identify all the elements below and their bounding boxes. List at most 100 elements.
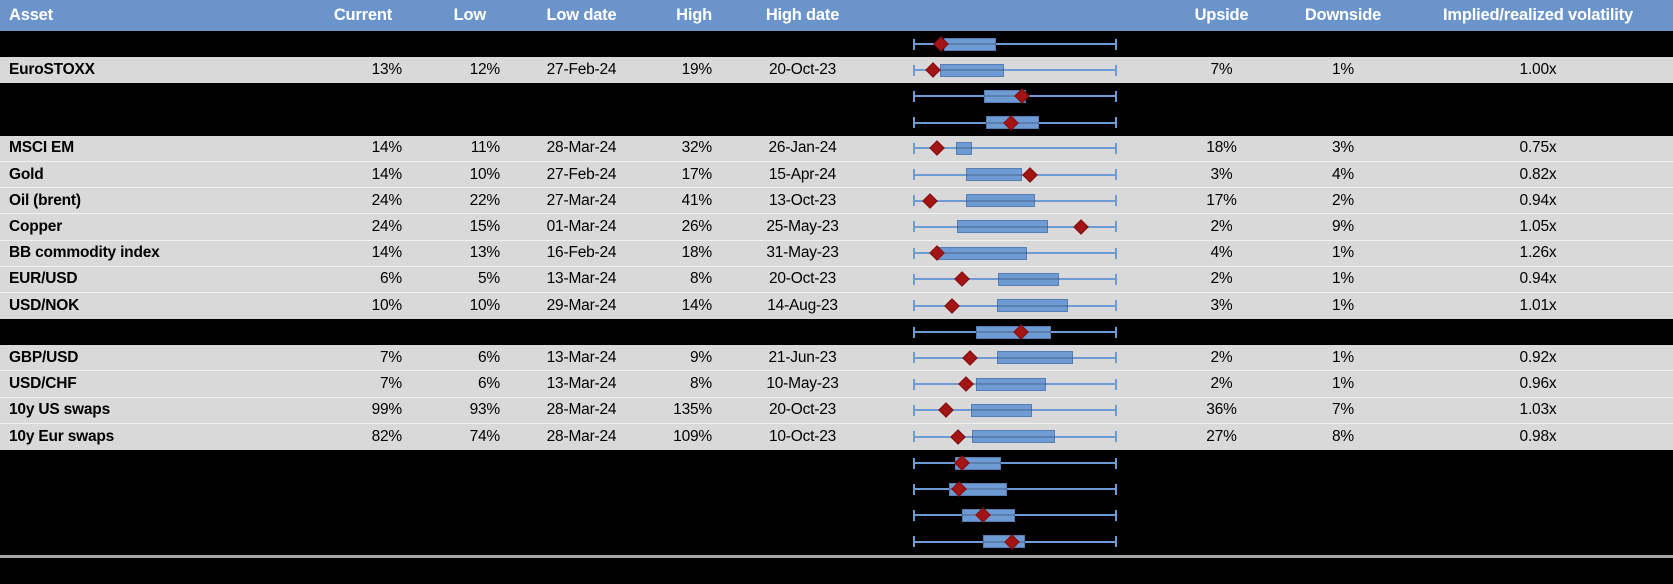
cell-implied-realized[interactable]: 0.98x bbox=[1519, 427, 1557, 445]
header-high[interactable]: High bbox=[676, 6, 712, 24]
cell-low[interactable]: 13% bbox=[469, 244, 501, 262]
cell-asset[interactable]: GBP/USD bbox=[9, 348, 79, 366]
cell-asset[interactable]: Copper bbox=[9, 217, 63, 235]
cell-high-date[interactable]: 14-Aug-23 bbox=[767, 296, 838, 314]
cell-low-date[interactable]: 01-Mar-24 bbox=[546, 217, 617, 235]
cell-upside[interactable]: 36% bbox=[1206, 401, 1237, 419]
cell-asset[interactable]: 10y US swaps bbox=[9, 401, 110, 419]
cell-high-date[interactable]: 31-May-23 bbox=[766, 244, 839, 262]
cell-current[interactable]: 24% bbox=[371, 217, 403, 235]
cell-upside[interactable]: 18% bbox=[1206, 139, 1237, 157]
cell-low[interactable]: 11% bbox=[470, 139, 500, 157]
cell-downside[interactable]: 9% bbox=[1331, 217, 1354, 235]
cell-high-date[interactable]: 13-Oct-23 bbox=[768, 191, 837, 209]
cell-low-date[interactable]: 13-Mar-24 bbox=[546, 375, 617, 393]
cell-high[interactable]: 19% bbox=[681, 61, 713, 79]
cell-low-date[interactable]: 28-Mar-24 bbox=[546, 401, 617, 419]
cell-upside[interactable]: 17% bbox=[1206, 191, 1237, 209]
cell-high[interactable]: 8% bbox=[689, 375, 712, 393]
cell-asset[interactable]: BB commodity index bbox=[9, 244, 160, 262]
cell-implied-realized[interactable]: 0.96x bbox=[1519, 375, 1557, 393]
cell-current[interactable]: 13% bbox=[371, 61, 403, 79]
cell-downside[interactable]: 1% bbox=[1331, 296, 1354, 314]
cell-implied-realized[interactable]: 0.92x bbox=[1519, 348, 1557, 366]
cell-current[interactable]: 99% bbox=[371, 401, 403, 419]
header-high-date[interactable]: High date bbox=[765, 6, 840, 24]
cell-current[interactable]: 14% bbox=[371, 139, 403, 157]
cell-current[interactable]: 7% bbox=[379, 375, 402, 393]
header-implied-realized[interactable]: Implied/realized volatility bbox=[1443, 6, 1633, 24]
cell-low[interactable]: 5% bbox=[477, 270, 500, 288]
cell-low[interactable]: 6% bbox=[477, 375, 500, 393]
cell-upside[interactable]: 27% bbox=[1206, 427, 1237, 445]
cell-implied-realized[interactable]: 0.94x bbox=[1519, 191, 1557, 209]
cell-low[interactable]: 93% bbox=[469, 401, 501, 419]
cell-upside[interactable]: 2% bbox=[1210, 217, 1233, 235]
cell-low[interactable]: 12% bbox=[469, 61, 501, 79]
cell-asset[interactable]: 10y Eur swaps bbox=[9, 427, 115, 445]
cell-upside[interactable]: 2% bbox=[1210, 270, 1233, 288]
cell-high[interactable]: 17% bbox=[681, 165, 713, 183]
cell-low-date[interactable]: 28-Mar-24 bbox=[546, 427, 617, 445]
header-low[interactable]: Low bbox=[453, 6, 487, 24]
cell-downside[interactable]: 1% bbox=[1331, 244, 1354, 262]
cell-low-date[interactable]: 27-Feb-24 bbox=[546, 61, 617, 79]
header-asset[interactable]: Asset bbox=[9, 6, 53, 24]
header-current[interactable]: Current bbox=[333, 6, 392, 24]
cell-low[interactable]: 10% bbox=[469, 165, 501, 183]
cell-upside[interactable]: 2% bbox=[1210, 348, 1233, 366]
cell-downside[interactable]: 8% bbox=[1331, 427, 1354, 445]
cell-high-date[interactable]: 26-Jan-24 bbox=[768, 139, 837, 157]
cell-high-date[interactable]: 21-Jun-23 bbox=[768, 348, 837, 366]
cell-implied-realized[interactable]: 0.82x bbox=[1519, 165, 1557, 183]
cell-low[interactable]: 6% bbox=[477, 348, 500, 366]
cell-upside[interactable]: 2% bbox=[1210, 375, 1233, 393]
cell-low[interactable]: 10% bbox=[469, 296, 501, 314]
cell-current[interactable]: 10% bbox=[371, 296, 403, 314]
cell-downside[interactable]: 2% bbox=[1331, 191, 1354, 209]
cell-downside[interactable]: 1% bbox=[1331, 270, 1354, 288]
cell-asset[interactable]: MSCI EM bbox=[9, 139, 74, 157]
cell-implied-realized[interactable]: 0.94x bbox=[1519, 270, 1557, 288]
header-low-date[interactable]: Low date bbox=[546, 6, 617, 24]
header-downside[interactable]: Downside bbox=[1304, 6, 1382, 24]
cell-high[interactable]: 32% bbox=[681, 139, 713, 157]
cell-high[interactable]: 26% bbox=[681, 217, 713, 235]
cell-high[interactable]: 41% bbox=[681, 191, 713, 209]
cell-implied-realized[interactable]: 1.01x bbox=[1519, 296, 1557, 314]
cell-high[interactable]: 9% bbox=[689, 348, 712, 366]
cell-high-date[interactable]: 20-Oct-23 bbox=[768, 401, 837, 419]
cell-implied-realized[interactable]: 1.00x bbox=[1519, 61, 1557, 79]
cell-downside[interactable]: 1% bbox=[1331, 348, 1354, 366]
cell-low-date[interactable]: 27-Mar-24 bbox=[546, 191, 617, 209]
cell-current[interactable]: 14% bbox=[371, 244, 403, 262]
cell-asset[interactable]: USD/NOK bbox=[9, 296, 80, 314]
cell-downside[interactable]: 4% bbox=[1331, 165, 1354, 183]
cell-low-date[interactable]: 27-Feb-24 bbox=[546, 165, 617, 183]
cell-implied-realized[interactable]: 1.26x bbox=[1519, 244, 1557, 262]
cell-low-date[interactable]: 13-Mar-24 bbox=[546, 270, 617, 288]
cell-current[interactable]: 14% bbox=[371, 165, 403, 183]
cell-upside[interactable]: 4% bbox=[1210, 244, 1233, 262]
cell-current[interactable]: 24% bbox=[371, 191, 403, 209]
cell-asset[interactable]: USD/CHF bbox=[9, 375, 77, 393]
cell-upside[interactable]: 3% bbox=[1210, 165, 1233, 183]
cell-low[interactable]: 74% bbox=[469, 427, 501, 445]
cell-high-date[interactable]: 15-Apr-24 bbox=[768, 165, 837, 183]
cell-asset[interactable]: EUR/USD bbox=[9, 270, 78, 288]
cell-implied-realized[interactable]: 0.75x bbox=[1519, 139, 1557, 157]
cell-high[interactable]: 109% bbox=[673, 427, 712, 445]
cell-low-date[interactable]: 29-Mar-24 bbox=[546, 296, 617, 314]
cell-low-date[interactable]: 28-Mar-24 bbox=[546, 139, 617, 157]
cell-downside[interactable]: 1% bbox=[1331, 375, 1354, 393]
cell-asset[interactable]: Oil (brent) bbox=[9, 191, 81, 209]
cell-high[interactable]: 8% bbox=[689, 270, 712, 288]
cell-current[interactable]: 82% bbox=[371, 427, 403, 445]
cell-low[interactable]: 22% bbox=[469, 191, 501, 209]
cell-high-date[interactable]: 20-Oct-23 bbox=[768, 61, 837, 79]
cell-high-date[interactable]: 25-May-23 bbox=[766, 217, 839, 235]
cell-implied-realized[interactable]: 1.03x bbox=[1519, 401, 1557, 419]
cell-current[interactable]: 7% bbox=[379, 348, 402, 366]
cell-low-date[interactable]: 16-Feb-24 bbox=[546, 244, 617, 262]
cell-downside[interactable]: 7% bbox=[1331, 401, 1354, 419]
